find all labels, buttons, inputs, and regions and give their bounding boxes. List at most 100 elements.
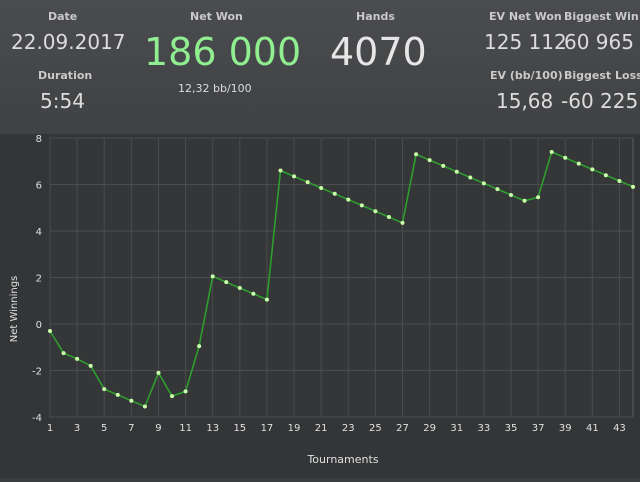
x-tick-label: 15 xyxy=(233,423,246,434)
data-point xyxy=(373,209,378,214)
data-point xyxy=(170,394,175,399)
net-won-label: Net Won xyxy=(190,10,243,23)
data-point xyxy=(183,389,188,394)
x-tick-label: 33 xyxy=(477,423,490,434)
ev-bb100-label: EV (bb/100) xyxy=(490,69,563,82)
data-point xyxy=(88,363,93,368)
data-point xyxy=(142,404,147,409)
data-point xyxy=(400,220,405,225)
x-tick-label: 25 xyxy=(369,423,382,434)
x-tick-label: 27 xyxy=(396,423,409,434)
net-winnings-line xyxy=(49,150,634,408)
biggest-win-value: 60 965 xyxy=(564,30,634,54)
data-point xyxy=(278,168,283,173)
data-point xyxy=(264,297,269,302)
x-tick-labels: 1 3 5 7 9 11 13 15 17 19 21 23 25 27 29 31 33 35 37 39 41 43 xyxy=(47,423,626,434)
data-point xyxy=(468,175,473,180)
y-axis-label: Net Winnings xyxy=(9,276,20,343)
data-point xyxy=(427,158,432,163)
net-winnings-points xyxy=(48,149,635,409)
data-point xyxy=(237,285,242,290)
x-tick-label: 23 xyxy=(342,423,355,434)
x-axis-label: Tournaments xyxy=(306,453,378,466)
x-tick-label: 5 xyxy=(101,423,107,434)
data-point xyxy=(359,203,364,208)
data-point xyxy=(441,163,446,168)
y-tick-label: 4 xyxy=(36,227,42,238)
data-point xyxy=(536,195,541,200)
data-point xyxy=(414,152,419,157)
data-point xyxy=(332,191,337,196)
data-point xyxy=(251,291,256,296)
data-point xyxy=(305,180,310,185)
duration-value: 5:54 xyxy=(40,89,85,113)
x-tick-label: 11 xyxy=(179,423,192,434)
data-point xyxy=(115,392,120,397)
x-tick-label: 43 xyxy=(613,423,626,434)
x-tick-label: 17 xyxy=(261,423,274,434)
data-point xyxy=(319,185,324,190)
date-label: Date xyxy=(48,10,78,23)
y-tick-label: 8 xyxy=(36,134,42,145)
x-tick-label: 13 xyxy=(206,423,219,434)
data-point xyxy=(590,167,595,172)
data-point xyxy=(292,174,297,179)
date-value: 22.09.2017 xyxy=(11,30,126,54)
data-point xyxy=(346,197,351,202)
data-point xyxy=(197,344,202,349)
net-won-bb100: 12,32 bb/100 xyxy=(178,82,252,95)
x-tick-label: 29 xyxy=(423,423,436,434)
chart-area: -4 -2 0 2 4 6 8 1 3 5 7 9 11 13 15 17 19 21 23 25 27 29 31 33 3… xyxy=(0,134,640,478)
biggest-win-label: Biggest Win xyxy=(564,10,639,23)
data-point xyxy=(156,370,161,375)
biggest-loss-value: -60 225 xyxy=(561,89,639,113)
x-tick-label: 31 xyxy=(450,423,463,434)
y-tick-label: 6 xyxy=(36,181,42,192)
data-point xyxy=(549,149,554,154)
data-point xyxy=(495,187,500,192)
x-tick-label: 21 xyxy=(315,423,328,434)
data-point xyxy=(563,155,568,160)
data-point xyxy=(210,274,215,279)
y-tick-labels: -4 -2 0 2 4 6 8 xyxy=(32,134,42,424)
x-tick-label: 37 xyxy=(532,423,545,434)
data-point xyxy=(481,181,486,186)
x-tick-label: 3 xyxy=(74,423,80,434)
data-point xyxy=(631,184,635,189)
x-tick-label: 7 xyxy=(128,423,134,434)
data-point xyxy=(102,387,107,392)
duration-label: Duration xyxy=(38,69,93,82)
hands-label: Hands xyxy=(356,10,395,23)
biggest-loss-label: Biggest Loss xyxy=(564,69,640,82)
x-tick-label: 9 xyxy=(155,423,161,434)
data-point xyxy=(61,351,66,356)
data-point xyxy=(454,169,459,174)
y-tick-label: -4 xyxy=(32,413,42,424)
ev-net-won-value: 125 112 xyxy=(484,30,567,54)
x-tick-label: 19 xyxy=(288,423,301,434)
data-point xyxy=(508,192,513,197)
data-point xyxy=(224,280,229,285)
data-point xyxy=(75,356,80,361)
hands-value: 4070 xyxy=(330,30,427,74)
data-point xyxy=(522,198,527,203)
stats-header: Date 22.09.2017 Duration 5:54 Net Won 18… xyxy=(0,0,640,134)
x-tick-label: 35 xyxy=(505,423,518,434)
y-tick-label: -2 xyxy=(32,367,42,378)
x-tick-label: 1 xyxy=(47,423,53,434)
data-point xyxy=(48,328,52,333)
x-tick-label: 39 xyxy=(559,423,572,434)
y-tick-label: 0 xyxy=(36,320,42,331)
chart-grid xyxy=(49,137,634,418)
ev-net-won-label: EV Net Won xyxy=(489,10,562,23)
net-won-value: 186 000 xyxy=(144,30,302,74)
y-tick-label: 2 xyxy=(36,274,42,285)
x-tick-label: 41 xyxy=(586,423,599,434)
data-point xyxy=(603,173,608,178)
data-point xyxy=(617,179,622,184)
data-point xyxy=(576,161,581,166)
data-point xyxy=(129,398,134,403)
data-point xyxy=(386,215,391,220)
ev-bb100-value: 15,68 xyxy=(496,89,554,113)
